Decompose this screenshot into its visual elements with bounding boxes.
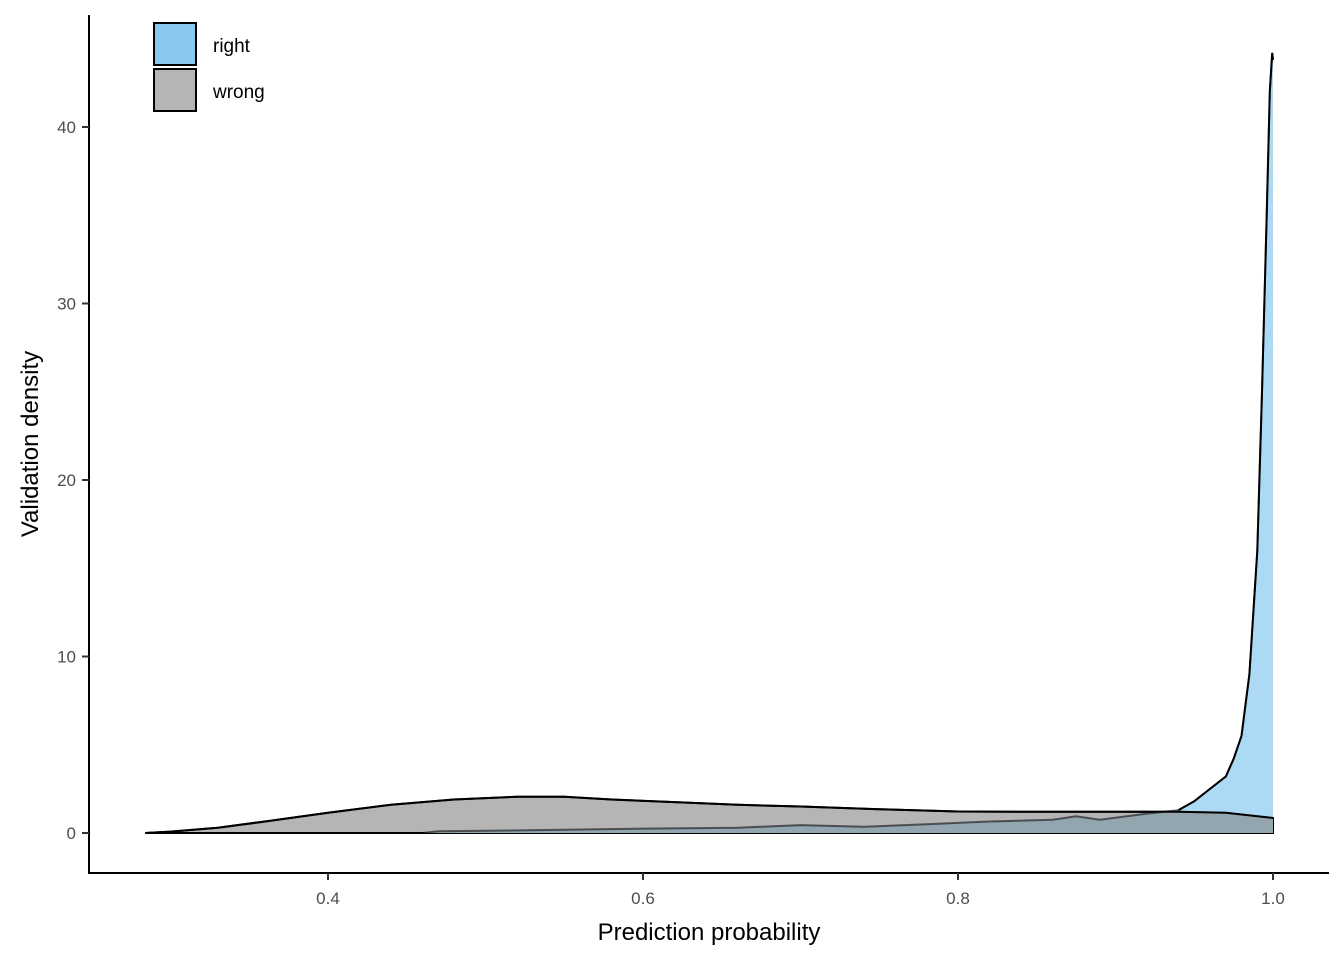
y-tick-label: 10 <box>57 648 76 667</box>
y-tick-label: 0 <box>67 824 76 843</box>
density-line-right <box>145 52 1274 834</box>
y-axis-title: Validation density <box>17 351 44 537</box>
density-area-right <box>145 52 1273 833</box>
x-tick-label: 0.6 <box>631 889 655 908</box>
y-tick-label: 30 <box>57 295 76 314</box>
legend-swatch-right <box>153 22 197 66</box>
legend-swatch-wrong <box>153 68 197 112</box>
x-tick-label: 0.8 <box>946 889 970 908</box>
legend-label-right: right <box>213 36 251 57</box>
y-tick-label: 20 <box>57 471 76 490</box>
x-axis-title: Prediction probability <box>598 919 821 946</box>
legend: right wrong <box>153 22 265 112</box>
legend-label-wrong: wrong <box>212 82 265 103</box>
y-axis-ticks: 0 10 20 30 40 <box>57 118 89 843</box>
y-tick-label: 40 <box>57 118 76 137</box>
x-tick-label: 0.4 <box>316 889 340 908</box>
x-tick-label: 1.0 <box>1261 889 1285 908</box>
x-axis-ticks: 0.4 0.6 0.8 1.0 <box>316 873 1285 908</box>
